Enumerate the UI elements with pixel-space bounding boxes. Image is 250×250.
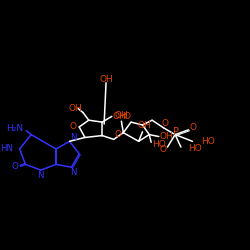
Text: O: O	[12, 162, 19, 171]
Text: HO: HO	[188, 144, 202, 154]
Text: O: O	[70, 122, 77, 132]
Text: N: N	[70, 168, 77, 176]
Text: HO: HO	[152, 140, 166, 149]
Text: P: P	[173, 127, 179, 137]
Text: O: O	[190, 124, 197, 132]
Text: OH: OH	[99, 76, 113, 84]
Text: O: O	[114, 130, 121, 139]
Text: OH: OH	[112, 112, 126, 121]
Text: HO: HO	[201, 137, 215, 146]
Text: N: N	[70, 133, 77, 142]
Text: OH: OH	[160, 132, 173, 141]
Text: N: N	[38, 171, 44, 180]
Text: OH: OH	[114, 111, 128, 120]
Text: O: O	[124, 112, 131, 121]
Text: OH: OH	[68, 104, 82, 113]
Text: H₂N: H₂N	[6, 124, 24, 133]
Text: OH: OH	[138, 122, 151, 130]
Text: O: O	[161, 118, 168, 128]
Text: HN: HN	[0, 144, 13, 154]
Text: O: O	[159, 146, 166, 154]
